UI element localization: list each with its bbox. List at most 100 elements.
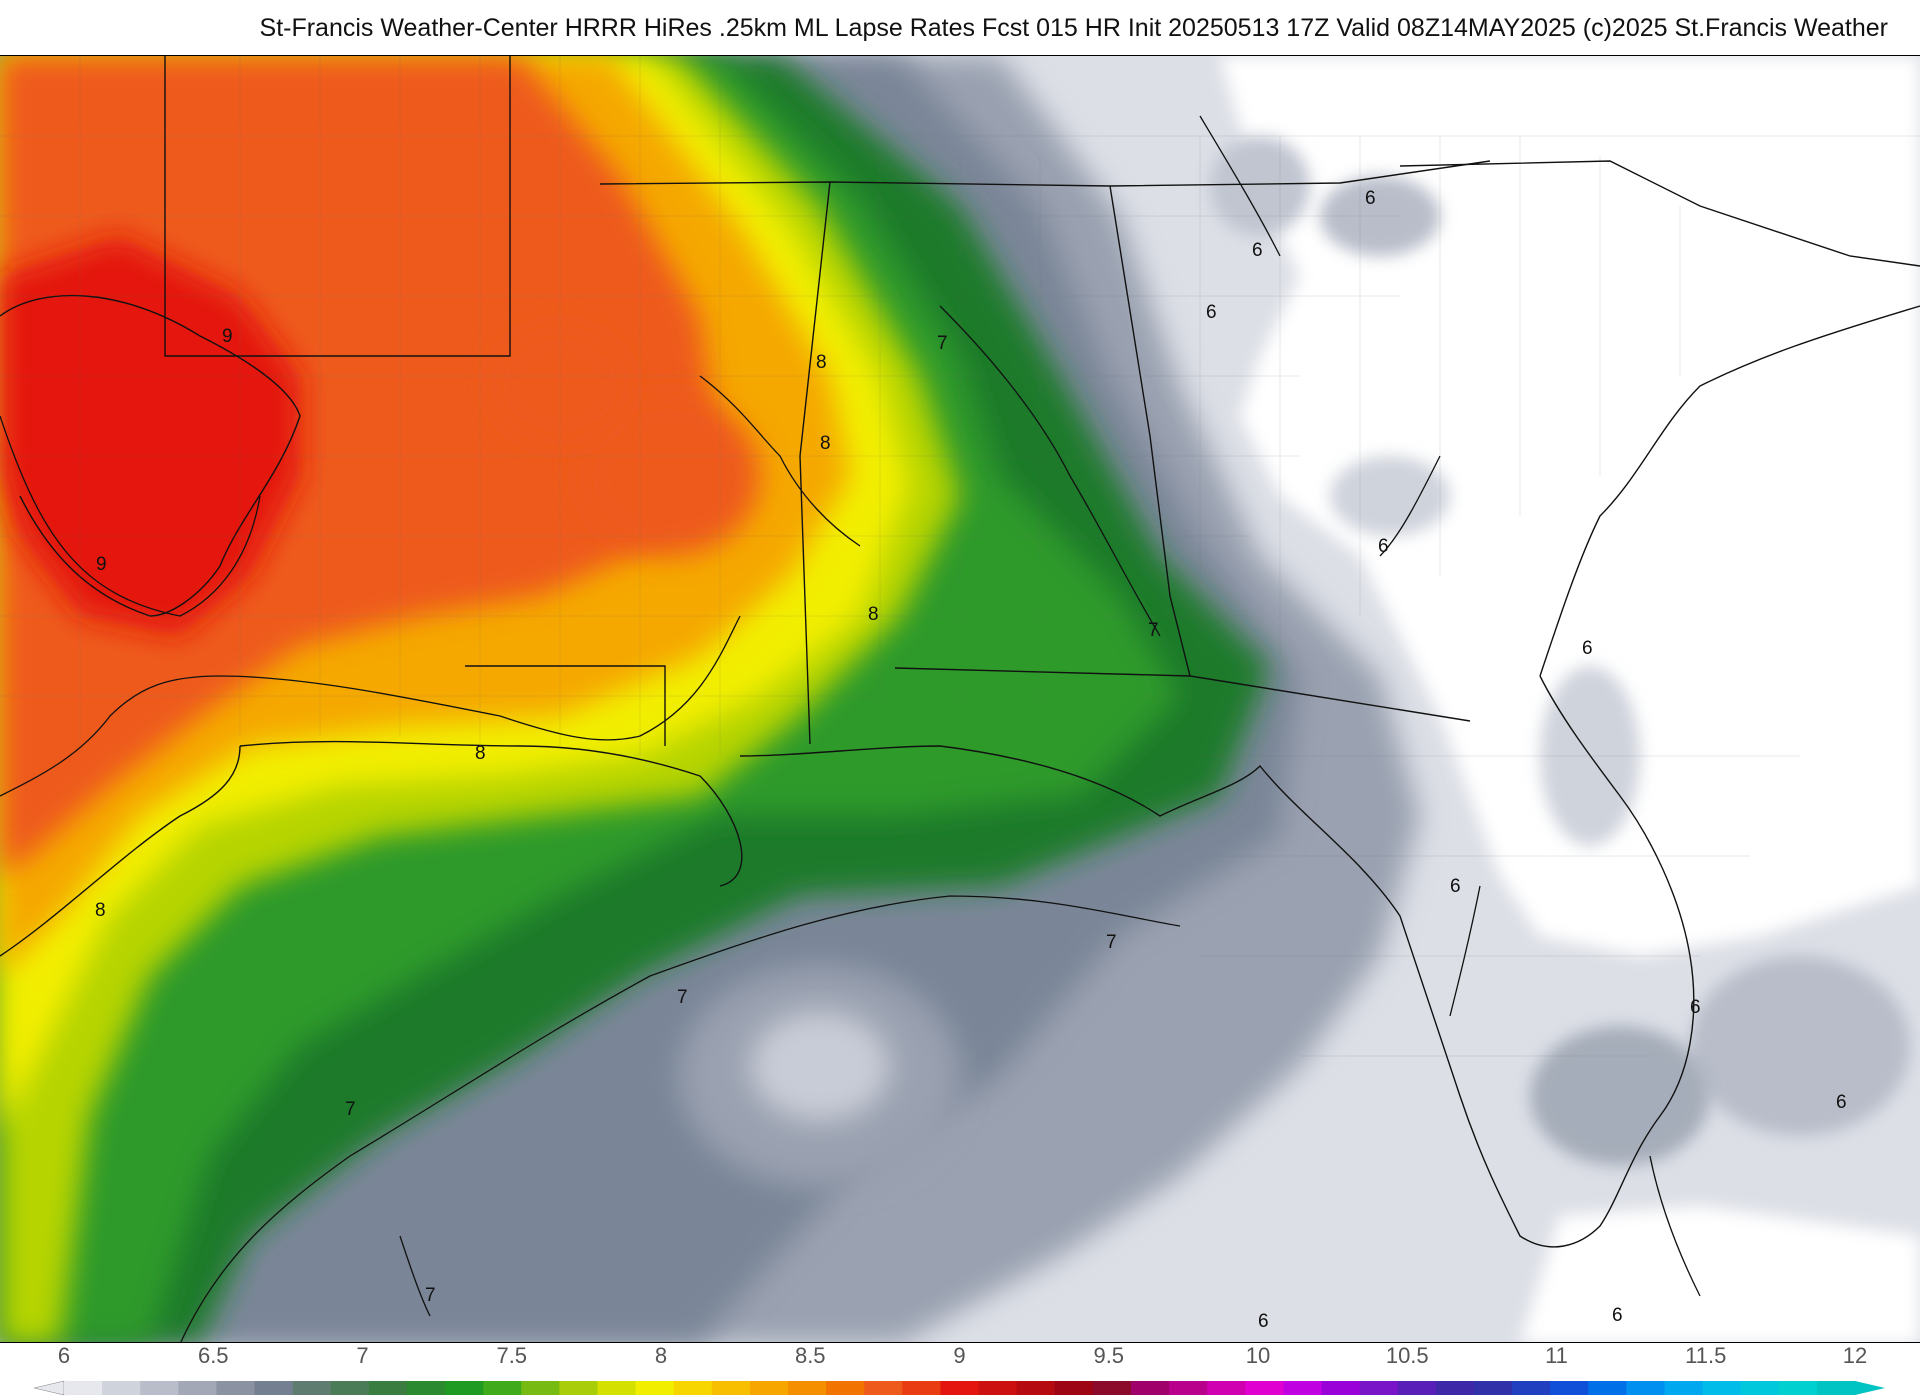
contour-9-west: [0, 415, 261, 617]
field-gulf-gray-light: [750, 1011, 890, 1121]
colorbar-tick-label: 9: [953, 1343, 966, 1368]
field-patch-5: [1690, 956, 1910, 1136]
colorbar-swatch: [673, 1381, 713, 1395]
colorbar-swatch: [406, 1381, 446, 1395]
contour-label: 7: [937, 333, 948, 354]
contour-label: 6: [1612, 1305, 1623, 1326]
colorbar-swatch: [559, 1381, 598, 1395]
colorbar-swatch: [368, 1381, 408, 1395]
colorbar-swatch: [1550, 1381, 1589, 1395]
gulf-coast-west: [239, 740, 743, 887]
contour-label: 6: [1690, 997, 1701, 1018]
colorbar-tick-label: 6.5: [197, 1343, 229, 1368]
contour-label: 8: [820, 433, 831, 454]
contour-7-south: [180, 895, 1181, 1342]
colorbar-swatch: [1359, 1381, 1399, 1395]
contour-label: 6: [1378, 536, 1389, 557]
colorbar-swatch: [978, 1381, 1018, 1395]
contour-6-c: [1379, 455, 1441, 557]
field-red-orange-blob: [580, 396, 760, 556]
contour-label: 7: [425, 1285, 436, 1306]
contour-label: 8: [868, 604, 879, 625]
colorbar-swatch: [1283, 1381, 1323, 1395]
texas-coast: [0, 745, 241, 957]
colorbar-swatch: [902, 1381, 941, 1395]
contour-7-north: [939, 305, 1161, 637]
colorbar-tick-label: 8.5: [794, 1343, 826, 1368]
colorbar-tick-label: 7: [356, 1343, 369, 1368]
forecast-map: 9 9 8 8 8 8 8 7 7 7 7 7 7 6 6 6 6 6 6 6 …: [0, 55, 1920, 1343]
contour-label: 7: [1148, 620, 1159, 641]
colorbar-tick-label: 11: [1545, 1343, 1568, 1368]
contour-6-se: [1649, 1155, 1701, 1297]
contour-label: 8: [95, 900, 106, 921]
colorbar-swatch: [292, 1381, 332, 1395]
colorbar-tick-label: 6: [57, 1343, 71, 1368]
colorbar-tick-label: 8: [654, 1343, 668, 1368]
field-patch-3: [1330, 456, 1450, 536]
colorbar-swatch: [216, 1381, 256, 1395]
contour-6-fl: [1449, 885, 1481, 1017]
colorbar-swatch: [1016, 1381, 1056, 1395]
colorbar-swatch: [1245, 1381, 1284, 1395]
colorbar-swatch: [1664, 1381, 1704, 1395]
map-canvas: 9 9 8 8 8 8 8 7 7 7 7 7 7 6 6 6 6 6 6 6 …: [0, 56, 1920, 1342]
map-title: St-Francis Weather-Center HRRR HiRes .25…: [259, 14, 1888, 42]
colorbar-legend: 6 6.5 7 7.5 8 8.5 9 9.5 10 10.5 11 11.5 12: [0, 1343, 1920, 1400]
colorbar-swatch: [1207, 1381, 1246, 1395]
contour-label: 7: [345, 1099, 356, 1120]
county-lines: [0, 56, 1920, 1057]
contour-label: 9: [222, 326, 233, 347]
contour-label: 7: [677, 987, 688, 1008]
colorbar-swatch: [445, 1381, 484, 1395]
contour-label: 7: [1106, 932, 1117, 953]
colorbar-swatch: [1816, 1381, 1856, 1395]
colorbar-swatch: [1778, 1381, 1818, 1395]
contour-label: 6: [1582, 638, 1593, 659]
colorbar-swatch: [940, 1381, 980, 1395]
colorbar-swatch: [1130, 1381, 1170, 1395]
contour-label: 8: [816, 352, 827, 373]
border-nc-sc: [1399, 160, 1920, 267]
field-white-ne: [1220, 56, 1920, 956]
colorbar-swatch: [1588, 1381, 1627, 1395]
contour-label: 8: [475, 743, 486, 764]
contour-label: 9: [96, 554, 107, 575]
colorbar-tick-label: 10.5: [1385, 1343, 1429, 1368]
florida-coast: [739, 675, 1695, 1248]
contour-lines: [0, 115, 1701, 1342]
colorbar-swatch: [483, 1381, 522, 1395]
colorbar-swatch: [521, 1381, 560, 1395]
colorbar-max-arrow: [1855, 1381, 1885, 1395]
contour-labels: 9 9 8 8 8 8 8 7 7 7 7 7 7 6 6 6 6 6 6 6 …: [95, 188, 1847, 1332]
colorbar-swatch: [1473, 1381, 1513, 1395]
colorbar-swatch: [1512, 1381, 1551, 1395]
colorbar-swatch: [330, 1381, 370, 1395]
border-la-ms: [465, 665, 666, 746]
border-ok-tx-ar: [164, 56, 511, 357]
colorbar-strip: [33, 1380, 1885, 1396]
colorbar-swatch: [1321, 1381, 1361, 1395]
contour-label: 6: [1206, 302, 1217, 323]
field-patch-2: [1210, 136, 1310, 236]
colorbar-tick-label: 10: [1245, 1343, 1271, 1368]
colorbar-swatch: [1702, 1381, 1742, 1395]
field-patch-1: [1320, 176, 1440, 256]
atlantic-coast: [1539, 305, 1920, 677]
colorbar-swatch: [64, 1381, 103, 1395]
border-al-ga: [1109, 185, 1471, 722]
colorbar-swatch: [1626, 1381, 1665, 1395]
colorbar-swatch: [178, 1381, 217, 1395]
colorbar-tick-label: 11.5: [1685, 1343, 1727, 1368]
contour-label: 6: [1836, 1092, 1847, 1113]
lapse-rate-field: [0, 56, 1920, 1342]
contour-label: 6: [1450, 876, 1461, 897]
colorbar-swatch: [1092, 1381, 1132, 1395]
contour-7-small: [399, 1235, 431, 1317]
colorbar-tick-label: 9.5: [1093, 1343, 1125, 1368]
contour-8-lobe: [699, 375, 861, 547]
contour-8: [0, 615, 741, 797]
contour-label: 6: [1252, 240, 1263, 261]
colorbar-swatch: [1397, 1381, 1437, 1395]
colorbar-swatch: [826, 1381, 865, 1395]
